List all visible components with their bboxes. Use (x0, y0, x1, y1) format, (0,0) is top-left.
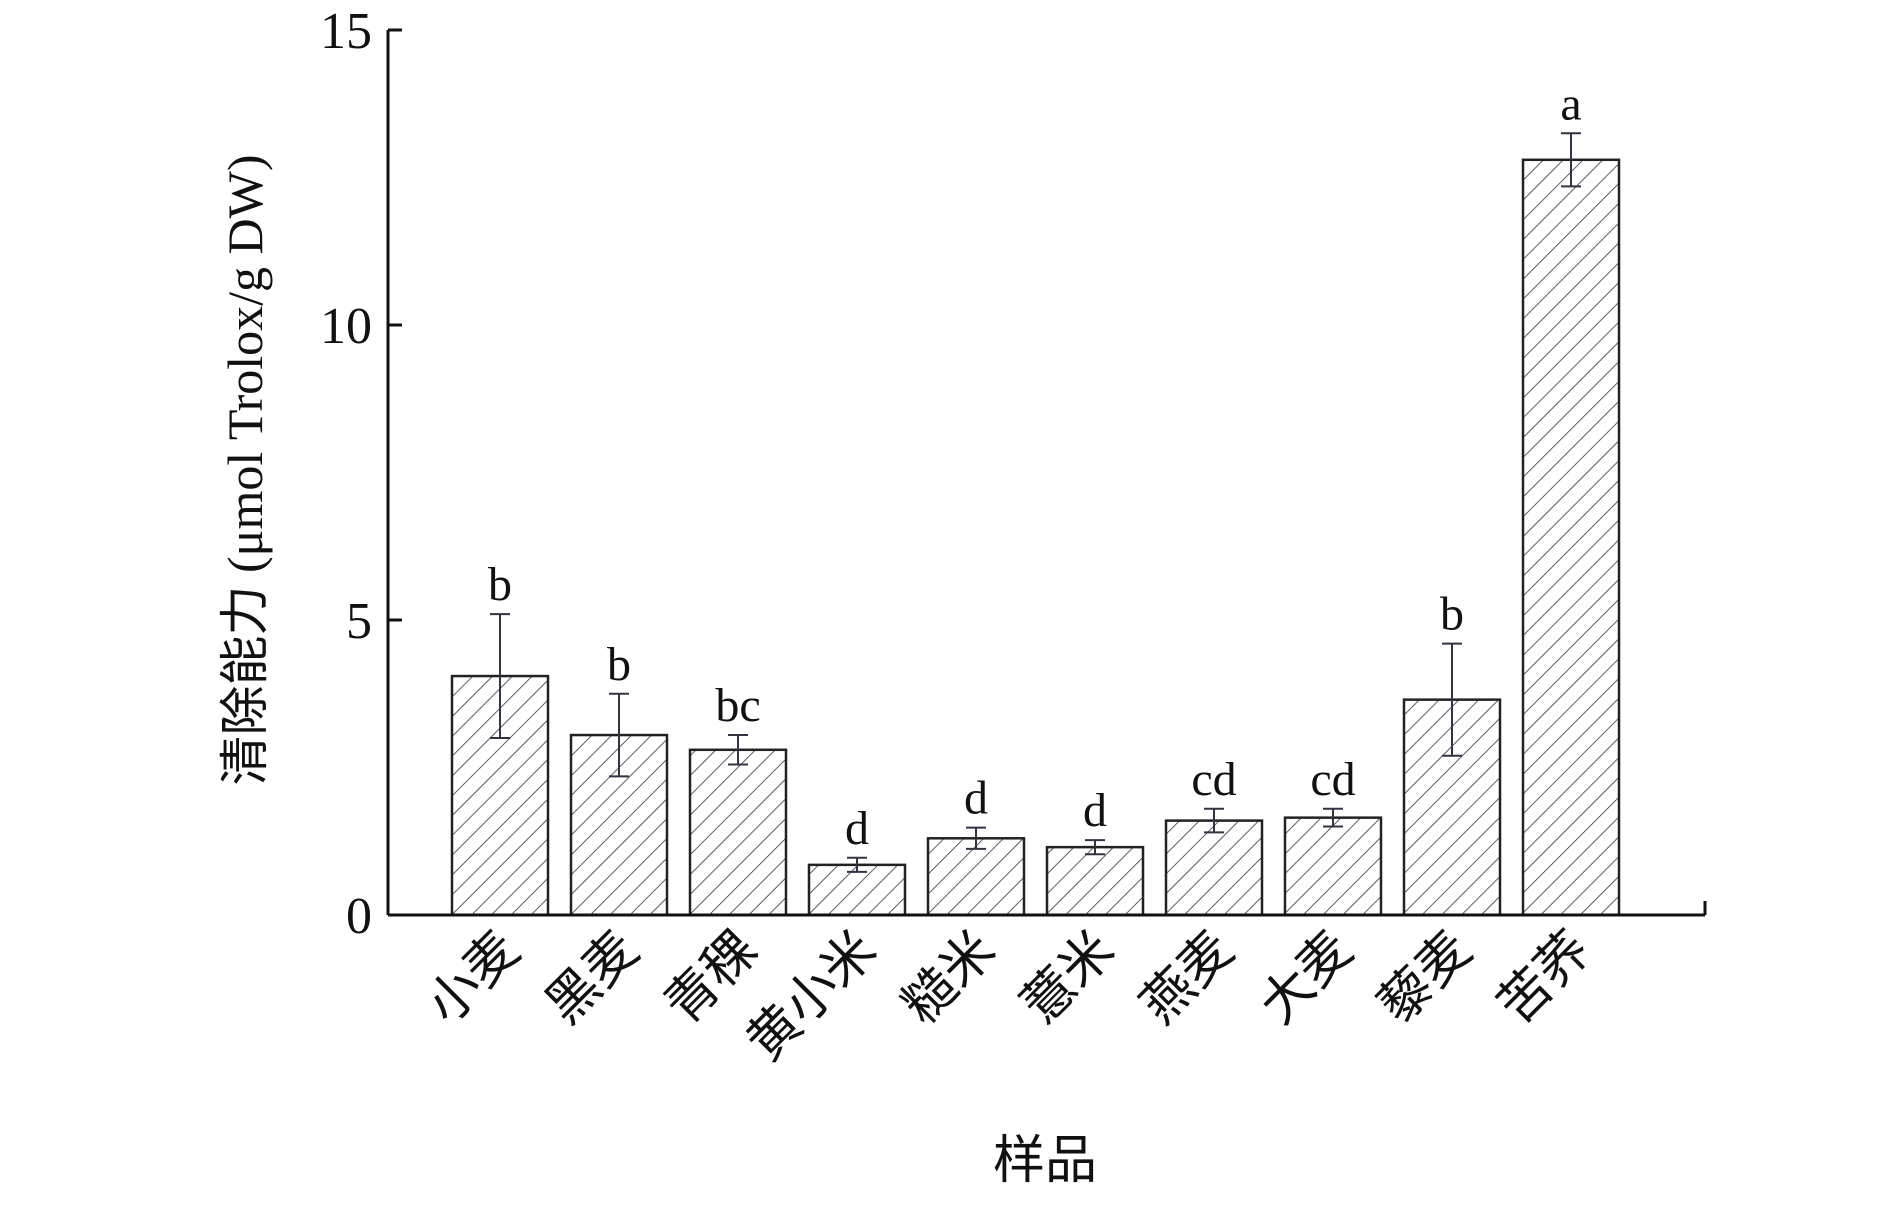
significance-label: b (488, 558, 512, 611)
y-ticks: 0 5 10 15 (320, 3, 402, 945)
x-tick-label: 黑麦 (536, 921, 650, 1035)
bar (688, 748, 788, 917)
x-tick-label: 糙米 (893, 921, 1007, 1035)
significance-label: d (1083, 784, 1107, 837)
y-tick-label: 10 (320, 298, 372, 355)
significance-label: b (1440, 588, 1464, 641)
x-tick-label: 大麦 (1250, 921, 1364, 1035)
x-axis-title: 样品 (993, 1133, 1097, 1190)
significance-label: cd (1310, 753, 1355, 806)
x-tick-label: 小麦 (417, 921, 531, 1035)
significance-label: d (845, 802, 869, 855)
y-tick-label: 0 (346, 888, 372, 945)
x-tick-label: 苦荞 (1488, 921, 1602, 1035)
x-tick-label: 藜麦 (1369, 921, 1483, 1035)
bar (1164, 819, 1264, 917)
x-tick-label: 燕麦 (1131, 921, 1245, 1035)
x-tick-label: 薏米 (1012, 921, 1126, 1035)
significance-label: b (607, 638, 631, 691)
bars-layer: b b bc d d d cd cd b a (450, 77, 1621, 917)
bar (1283, 816, 1383, 917)
y-tick-label: 15 (320, 3, 372, 60)
bar (1521, 158, 1621, 917)
axes-layer (386, 30, 1707, 917)
significance-label: a (1560, 77, 1581, 130)
significance-label: d (964, 772, 988, 825)
y-axis-title: 清除能力 (μmol Trolox/g DW) (217, 154, 273, 785)
y-tick-label: 5 (346, 593, 372, 650)
x-tick-label: 黄小米 (737, 921, 888, 1072)
bar (1045, 845, 1145, 917)
significance-label: cd (1191, 753, 1236, 806)
significance-label: bc (715, 679, 760, 732)
